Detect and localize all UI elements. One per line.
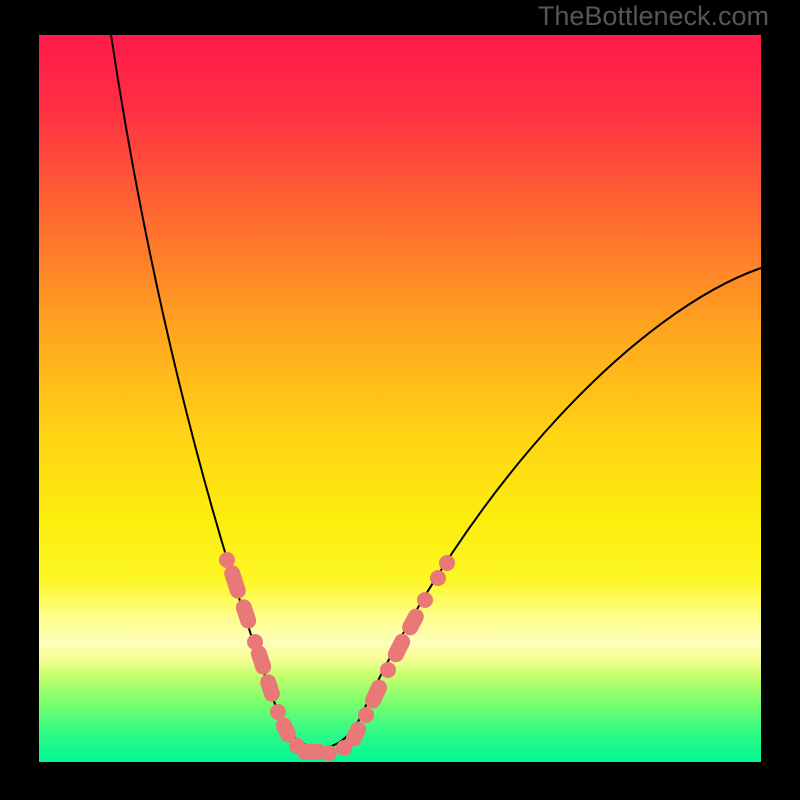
marker-dot <box>430 570 446 586</box>
marker-dot <box>358 707 374 723</box>
marker-dot <box>417 592 433 608</box>
marker-dot <box>439 555 455 571</box>
marker-dot <box>321 745 337 761</box>
marker-dot <box>380 662 396 678</box>
chart-container: TheBottleneck.com <box>0 0 800 800</box>
bottleneck-chart <box>0 0 800 800</box>
